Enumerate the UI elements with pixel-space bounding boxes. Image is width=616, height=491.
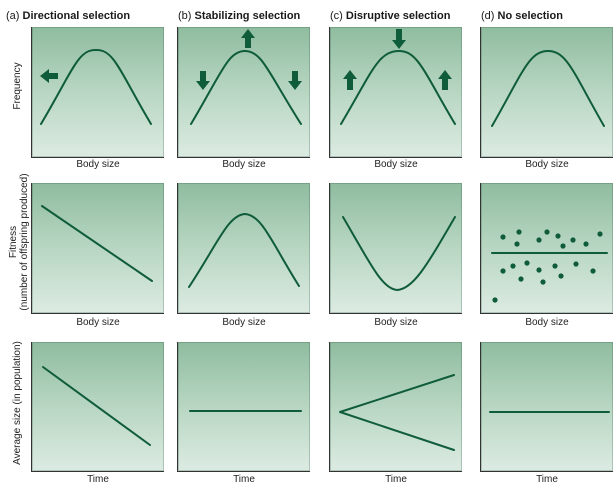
panel-stabilizing-average-size [178,342,310,471]
panel-stabilizing-frequency [178,27,310,157]
scatter-point [518,276,524,282]
y-axis-line [177,342,178,471]
arrow-up-icon [438,70,452,90]
xlabel-body-size: Body size [76,317,120,328]
x-axis-line [31,313,164,314]
x-axis-line [177,313,310,314]
xlabel-body-size: Body size [525,317,569,328]
xlabel-body-size: Body size [374,317,418,328]
x-axis-line [177,157,310,158]
panel-no-selection-fitness [481,183,613,313]
scatter-point [552,263,558,269]
y-axis-line [329,183,330,313]
scatter-point [597,231,603,237]
row-ylabel-average-size: Average size (in population) [12,341,23,465]
y-axis-line [480,342,481,471]
panel-no-selection-average-size [481,342,613,471]
scatter-point [536,267,542,273]
xlabel-body-size: Body size [76,159,120,170]
fitness-curve [188,213,300,288]
panel-stabilizing-fitness [178,183,310,313]
xlabel-time: Time [385,474,407,485]
x-axis-line [480,471,613,472]
xlabel-time: Time [233,474,255,485]
x-axis-line [31,471,164,472]
xlabel-body-size: Body size [525,159,569,170]
scatter-point [524,260,530,266]
panel-directional-frequency [32,27,164,157]
x-axis-line [329,471,462,472]
row-ylabel-fitness: Fitness (number of offspring produced) [8,173,30,311]
frequency-curve [491,50,605,127]
y-axis-line [329,27,330,157]
scatter-point [500,268,506,274]
scatter-point [558,273,564,279]
arrow-up-icon [343,70,357,90]
fitness-curve [342,216,456,291]
x-axis-line [329,313,462,314]
scatter-point [516,229,522,235]
row-ylabel-frequency: Frequency [12,62,23,110]
scatter-point [544,229,550,235]
y-axis-line [177,183,178,313]
frequency-curve [190,50,302,125]
y-axis-line [480,27,481,157]
panel-directional-average-size [32,342,164,471]
scatter-point [590,268,596,274]
y-axis-line [31,183,32,313]
scatter-point [573,261,579,267]
y-axis-line [177,27,178,157]
y-axis-line [480,183,481,313]
frequency-curve [340,50,456,125]
arrow-down-icon [392,29,406,49]
arrow-down-icon [288,71,302,90]
y-axis-line [31,27,32,157]
scatter-point [540,279,546,285]
x-axis-line [31,157,164,158]
arrow-down-icon [196,71,210,90]
column-title-directional: (a) Directional selection [6,10,131,22]
panel-disruptive-frequency [330,27,462,157]
scatter-point [492,297,498,303]
x-axis-line [480,157,613,158]
fitness-line [41,205,153,282]
scatter-point [555,233,561,239]
x-axis-line [177,471,310,472]
arrow-left-icon [40,69,58,83]
column-title-no-selection: (d) No selection [481,10,563,22]
y-axis-line [329,342,330,471]
frequency-curve [40,48,152,125]
average-size-split-lines [339,374,455,451]
column-title-stabilizing: (b) Stabilizing selection [178,10,301,22]
xlabel-body-size: Body size [222,159,266,170]
scatter-point [514,241,520,247]
scatter-point [500,234,506,240]
scatter-point [570,237,576,243]
scatter-point [536,237,542,243]
y-axis-line [31,342,32,471]
x-axis-line [329,157,462,158]
scatter-plot [491,229,608,303]
scatter-point [560,243,566,249]
panel-directional-fitness [32,183,164,313]
scatter-point [510,263,516,269]
xlabel-body-size: Body size [222,317,266,328]
panel-disruptive-average-size [330,342,462,471]
xlabel-time: Time [87,474,109,485]
column-title-disruptive: (c) Disruptive selection [330,10,451,22]
scatter-point [583,241,589,247]
panel-no-selection-frequency [481,27,613,157]
arrow-up-icon [241,29,255,48]
xlabel-body-size: Body size [374,159,418,170]
average-size-line [42,366,151,446]
panel-disruptive-fitness [330,183,462,313]
x-axis-line [480,313,613,314]
xlabel-time: Time [536,474,558,485]
